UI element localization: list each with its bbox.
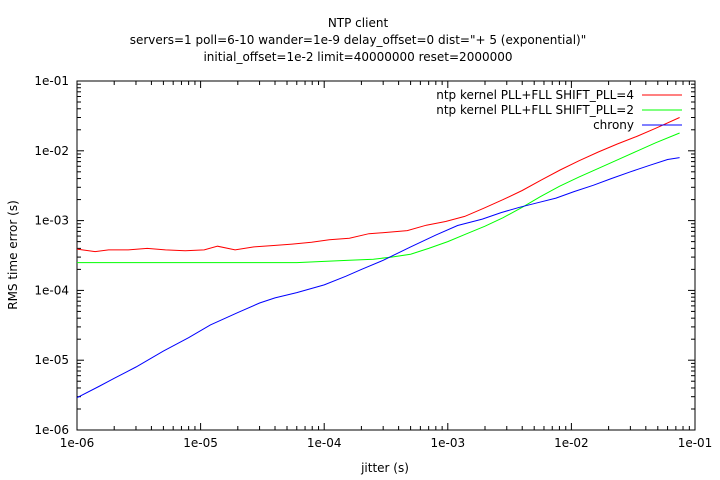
chart-subtitle-2: initial_offset=1e-2 limit=40000000 reset… (203, 50, 512, 64)
y-tick-label: 1e-03 (34, 214, 69, 228)
y-tick-label: 1e-01 (34, 74, 69, 88)
x-tick-label: 1e-04 (307, 436, 342, 450)
legend-label-2: ntp kernel PLL+FLL SHIFT_PLL=2 (436, 103, 634, 117)
y-tick-label: 1e-04 (34, 283, 69, 297)
series-line-1 (76, 117, 680, 253)
x-tick-label: 1e-02 (554, 436, 589, 450)
y-tick-label: 1e-02 (34, 144, 69, 158)
plot-frame (76, 80, 696, 431)
chart-subtitle-1: servers=1 poll=6-10 wander=1e-9 delay_of… (130, 33, 587, 47)
x-axis-label: jitter (s) (360, 461, 409, 475)
legend-label-3: chrony (593, 118, 634, 132)
series-line-2 (77, 132, 680, 264)
x-tick-label: 1e-05 (183, 436, 218, 450)
plot-area: 1e-06 1e-05 1e-04 1e-03 1e-02 1e-01 1e-06 1e-05… (34, 74, 712, 450)
y-axis-label: RMS time error (s) (6, 200, 20, 310)
x-tick-label: 1e-01 (678, 436, 713, 450)
series-line-3 (76, 157, 680, 399)
x-tick-label: 1e-03 (430, 436, 465, 450)
y-tick-label: 1e-06 (34, 423, 69, 437)
x-tick-label: 1e-06 (60, 436, 95, 450)
legend-label-1: ntp kernel PLL+FLL SHIFT_PLL=4 (436, 88, 634, 102)
chart-title: NTP client (328, 16, 389, 30)
y-tick-label: 1e-05 (34, 353, 69, 367)
